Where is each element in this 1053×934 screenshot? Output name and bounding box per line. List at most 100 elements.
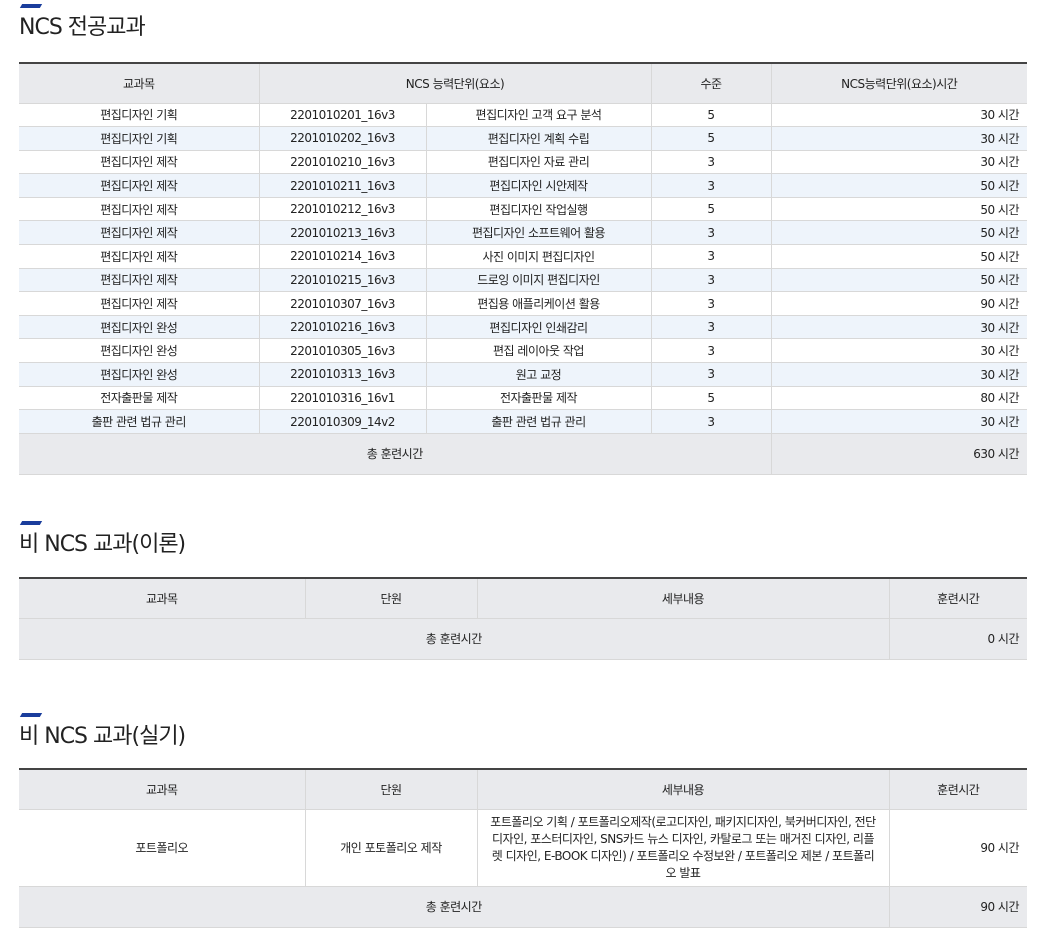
header-unit: 단원 (304, 768, 478, 810)
cell-hours: 80 시간 (770, 385, 1027, 411)
total-row: 총 훈련시간 90 시간 (19, 885, 1027, 928)
cell-level: 5 (650, 385, 772, 411)
total-value: 90 시간 (888, 885, 1027, 928)
cell-subject: 편집디자인 제작 (19, 244, 260, 269)
section-title: NCS 전공교과 (19, 15, 146, 40)
section-title: 비 NCS 교과(이론) (19, 532, 186, 557)
header-hours: 훈련시간 (888, 768, 1027, 810)
table-row: 포트폴리오 개인 포토폴리오 제작 포트폴리오 기획 / 포트폴리오제작(로고디… (19, 808, 1027, 887)
cell-ncs-element: 편집디자인 계획 수립 (425, 126, 652, 151)
table-row: 편집디자인 제작 2201010210_16v3 편집디자인 자료 관리 3 30 시간 (19, 149, 1027, 175)
cell-ncs-element: 편집디자인 시안제작 (425, 173, 652, 198)
cell-level: 3 (650, 291, 772, 316)
table-row: 편집디자인 제작 2201010215_16v3 드로잉 이미지 편집디자인 3 50 … (19, 267, 1027, 293)
total-label: 총 훈련시간 (19, 617, 890, 660)
cell-level: 3 (650, 314, 772, 340)
table-row: 편집디자인 완성 2201010313_16v3 원고 교정 3 30 시간 (19, 362, 1027, 387)
cell-level: 5 (650, 102, 772, 128)
header-details: 세부내용 (476, 768, 890, 810)
table-row: 편집디자인 완성 2201010216_16v3 편집디자인 인쇄감리 3 30 시간 (19, 314, 1027, 340)
cell-hours: 50 시간 (770, 220, 1027, 246)
cell-ncs-code: 2201010210_16v3 (258, 149, 427, 175)
cell-hours: 30 시간 (770, 126, 1027, 151)
cell-ncs-element: 원고 교정 (425, 362, 652, 387)
header-subject: 교과목 (19, 768, 306, 810)
header-subject: 교과목 (19, 62, 260, 104)
ncs-major-table: 교과목 NCS 능력단위(요소) 수준 NCS능력단위(요소)시간 편집디자인 … (19, 62, 1027, 475)
cell-ncs-element: 편집 레이아웃 작업 (425, 338, 652, 364)
cell-ncs-element: 편집디자인 소프트웨어 활용 (425, 220, 652, 246)
cell-ncs-code: 2201010211_16v3 (258, 173, 427, 198)
table-row: 편집디자인 제작 2201010213_16v3 편집디자인 소프트웨어 활용 3 50… (19, 220, 1027, 246)
cell-subject: 편집디자인 완성 (19, 362, 260, 387)
cell-ncs-element: 편집디자인 고객 요구 분석 (425, 102, 652, 128)
section-non-ncs-theory: 비 NCS 교과(이론) 교과목 단원 세부내용 훈련시간 총 훈련시간 0 시… (19, 521, 1027, 660)
cell-subject: 편집디자인 제작 (19, 173, 260, 198)
cell-ncs-code: 2201010214_16v3 (258, 244, 427, 269)
cell-ncs-code: 2201010316_16v1 (258, 385, 427, 411)
cell-level: 5 (650, 196, 772, 222)
cell-subject: 편집디자인 제작 (19, 267, 260, 293)
cell-hours: 30 시간 (770, 102, 1027, 128)
cell-hours: 30 시간 (770, 314, 1027, 340)
cell-ncs-code: 2201010216_16v3 (258, 314, 427, 340)
section-ncs-major: NCS 전공교과 교과목 NCS 능력단위(요소) 수준 NCS능력단위(요소)… (19, 4, 1027, 475)
cell-hours: 30 시간 (770, 409, 1027, 434)
cell-level: 3 (650, 362, 772, 387)
cell-hours: 30 시간 (770, 362, 1027, 387)
table-row: 편집디자인 기획 2201010201_16v3 편집디자인 고객 요구 분석 5 30… (19, 102, 1027, 128)
section-accent-bar (19, 521, 43, 525)
cell-ncs-code: 2201010201_16v3 (258, 102, 427, 128)
cell-ncs-element: 편집디자인 자료 관리 (425, 149, 652, 175)
table-row: 편집디자인 제작 2201010212_16v3 편집디자인 작업실행 5 50 시간 (19, 196, 1027, 222)
cell-hours: 50 시간 (770, 196, 1027, 222)
cell-subject: 편집디자인 기획 (19, 126, 260, 151)
section-accent-bar (19, 4, 43, 8)
cell-subject: 출판 관련 법규 관리 (19, 409, 260, 434)
cell-subject: 포트폴리오 (19, 808, 306, 887)
header-ncs-unit: NCS 능력단위(요소) (258, 62, 652, 104)
section-accent-bar (19, 713, 43, 717)
header-subject: 교과목 (19, 577, 306, 619)
cell-hours: 90 시간 (888, 808, 1027, 887)
total-label: 총 훈련시간 (19, 885, 890, 928)
cell-subject: 편집디자인 제작 (19, 149, 260, 175)
cell-ncs-element: 전자출판물 제작 (425, 385, 652, 411)
cell-ncs-code: 2201010313_16v3 (258, 362, 427, 387)
cell-ncs-code: 2201010215_16v3 (258, 267, 427, 293)
header-details: 세부내용 (476, 577, 890, 619)
cell-ncs-element: 드로잉 이미지 편집디자인 (425, 267, 652, 293)
header-hours: NCS능력단위(요소)시간 (770, 62, 1027, 104)
cell-subject: 편집디자인 제작 (19, 220, 260, 246)
cell-level: 3 (650, 220, 772, 246)
total-value: 630 시간 (770, 432, 1027, 475)
cell-ncs-code: 2201010202_16v3 (258, 126, 427, 151)
table-row: 편집디자인 제작 2201010211_16v3 편집디자인 시안제작 3 50 시간 (19, 173, 1027, 198)
cell-ncs-code: 2201010212_16v3 (258, 196, 427, 222)
cell-subject: 편집디자인 기획 (19, 102, 260, 128)
cell-details: 포트폴리오 기획 / 포트폴리오제작(로고디자인, 패키지디자인, 북커버디자인… (476, 808, 890, 887)
non-ncs-theory-table: 교과목 단원 세부내용 훈련시간 총 훈련시간 0 시간 (19, 577, 1027, 660)
table-row: 편집디자인 제작 2201010307_16v3 편집용 애플리케이션 활용 3 90 … (19, 291, 1027, 316)
cell-ncs-code: 2201010213_16v3 (258, 220, 427, 246)
cell-level: 5 (650, 126, 772, 151)
table-row: 출판 관련 법규 관리 2201010309_14v2 출판 관련 법규 관리 3 30… (19, 409, 1027, 434)
cell-hours: 50 시간 (770, 267, 1027, 293)
cell-subject: 편집디자인 제작 (19, 291, 260, 316)
header-level: 수준 (650, 62, 772, 104)
cell-hours: 90 시간 (770, 291, 1027, 316)
total-row: 총 훈련시간 630 시간 (19, 432, 1027, 475)
cell-hours: 30 시간 (770, 338, 1027, 364)
cell-ncs-element: 편집용 애플리케이션 활용 (425, 291, 652, 316)
cell-level: 3 (650, 409, 772, 434)
section-non-ncs-practice: 비 NCS 교과(실기) 교과목 단원 세부내용 훈련시간 포트폴리오 개인 포… (19, 713, 1027, 928)
header-hours: 훈련시간 (888, 577, 1027, 619)
cell-ncs-element: 편집디자인 인쇄감리 (425, 314, 652, 340)
cell-unit: 개인 포토폴리오 제작 (304, 808, 478, 887)
total-label: 총 훈련시간 (19, 432, 772, 475)
table-row: 편집디자인 기획 2201010202_16v3 편집디자인 계획 수립 5 30 시간 (19, 126, 1027, 151)
cell-ncs-code: 2201010309_14v2 (258, 409, 427, 434)
cell-ncs-element: 편집디자인 작업실행 (425, 196, 652, 222)
cell-hours: 50 시간 (770, 173, 1027, 198)
cell-level: 3 (650, 149, 772, 175)
